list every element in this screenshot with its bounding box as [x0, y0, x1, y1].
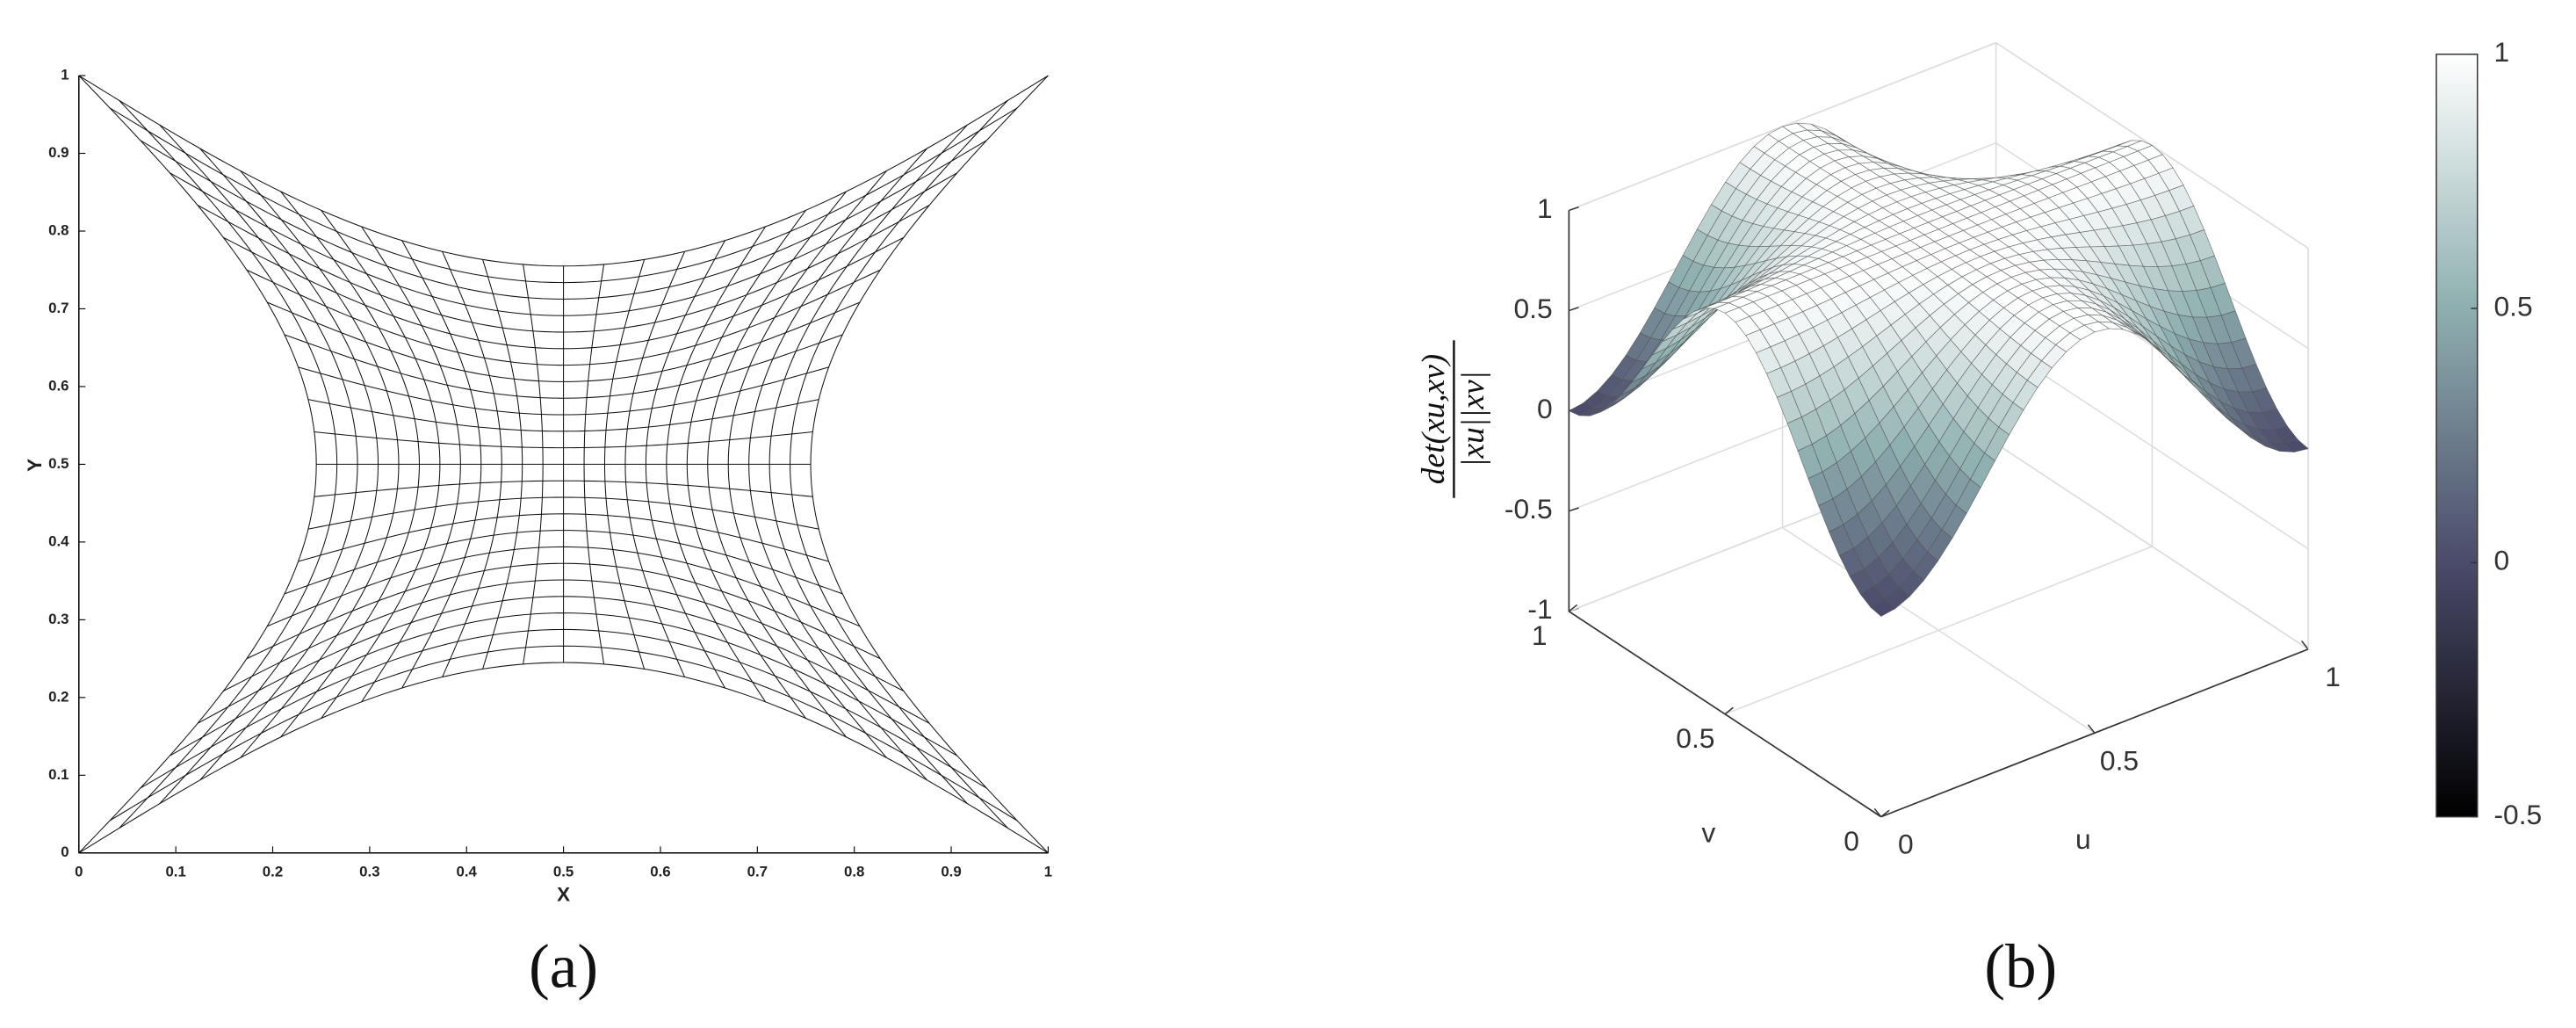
surface-patch [1870, 598, 1896, 617]
z-tick-label: -1 [1527, 593, 1552, 625]
mesh-line [140, 140, 987, 300]
colorbar-tick-label: 1 [2493, 36, 2509, 68]
mesh-line [748, 148, 927, 781]
y-axis-label: Y [24, 459, 46, 472]
y-tick-label: 0.2 [48, 688, 69, 705]
y-tick-label: 0 [61, 843, 69, 860]
z-tick-label: 0.5 [1513, 293, 1552, 324]
x-tick-label: 1 [1044, 864, 1052, 880]
y-tick-label: 1 [1532, 619, 1548, 651]
caption: (a) [529, 933, 598, 1002]
mesh-line [78, 75, 317, 854]
y-tick-label: 0.5 [48, 455, 69, 472]
colorbar-tick-label: 0 [2493, 545, 2509, 576]
y-tick-label: 0.5 [1676, 722, 1714, 754]
x-tick-label: 0.2 [263, 864, 283, 880]
x-axis-label: u [2075, 823, 2091, 855]
y-tick-label: 0.9 [48, 144, 69, 161]
mesh-line [768, 124, 968, 805]
mesh-line [109, 645, 1018, 822]
x-tick [2087, 724, 2096, 734]
x-tick-label: 0.5 [2100, 744, 2139, 776]
z-tick [1569, 507, 1579, 512]
y-tick-label: 0 [1844, 825, 1859, 857]
y-axis-line [1568, 611, 1882, 818]
z-tick-label: 1 [1537, 192, 1553, 224]
mesh-line [790, 99, 1008, 829]
y-axis-label: v [1701, 817, 1715, 849]
z-tick-label: 0 [1537, 393, 1553, 424]
x-tick-label: 0.8 [844, 864, 864, 880]
mesh-line [109, 107, 1018, 284]
x-tick-label: 0.7 [747, 864, 768, 880]
x-axis-label: X [557, 883, 570, 905]
y-tick [1568, 604, 1578, 612]
x-tick [2301, 641, 2309, 650]
z-tick-label: -0.5 [1504, 493, 1553, 525]
y-tick-label: 0.6 [48, 377, 69, 394]
mesh-line [810, 75, 1049, 854]
y-tick-label: 0.7 [48, 300, 69, 316]
z-tick [1569, 206, 1579, 212]
y-tick-label: 0.3 [48, 611, 69, 627]
z-label-denominator: |xu||xv| [1455, 371, 1491, 467]
z-tick [1569, 307, 1579, 312]
x-tick-label: 0.9 [941, 864, 961, 880]
caption: (b) [1984, 933, 2057, 1002]
x-tick-label: 0 [75, 864, 83, 880]
x-tick-label: 0 [1898, 829, 1914, 860]
x-tick-label: 0.3 [359, 864, 379, 880]
x-tick-label: 0.1 [165, 864, 185, 880]
x-tick-label: 0.4 [457, 864, 478, 880]
mesh-line [170, 172, 958, 316]
colorbar-tick-label: -0.5 [2493, 799, 2542, 830]
mesh-line [78, 75, 1049, 267]
y-tick-label: 0.1 [48, 766, 69, 783]
colorbar-tick-label: 0.5 [2493, 290, 2532, 322]
x-tick-label: 1 [2325, 661, 2341, 692]
mesh-plot: 0 0.1 0.2 0.3 0.4 0.5 0.6 0.7 0.8 0.9 1 0 0.1 0.2 0.3 0… [48, 66, 1052, 880]
mesh-line [119, 99, 338, 829]
y-tick-label: 0.4 [48, 532, 69, 549]
grid-line [1724, 546, 2153, 715]
x-tick-label: 0.6 [650, 864, 670, 880]
colorbar [2435, 53, 2479, 818]
z-axis-label: det(xu,xv) |xu||xv| [1416, 340, 1491, 498]
y-tick [1724, 706, 1734, 715]
z-label-numerator: det(xu,xv) [1416, 354, 1452, 484]
surface-plot: -1 -0.5 0 0.5 1 0 0.5 1 0 0.5 1 -0.5 0 0.5 1 [1504, 36, 2542, 860]
x-tick-label: 0.5 [553, 864, 574, 880]
x-axis-line [1880, 648, 2309, 818]
y-tick-label: 0.8 [48, 221, 69, 238]
y-tick-label: 1 [61, 66, 69, 83]
mesh-line [197, 205, 930, 333]
